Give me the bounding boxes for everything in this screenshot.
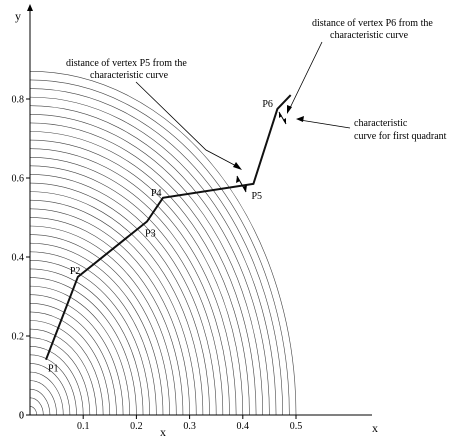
- characteristic-curve: [29, 139, 244, 416]
- characteristic-curve: [29, 242, 164, 416]
- annotation-p5: distance of vertex P5 from the character…: [66, 58, 242, 170]
- characteristic-curve: [29, 79, 290, 416]
- characteristic-curve: [29, 337, 91, 416]
- characteristic-curve: [29, 208, 190, 416]
- characteristic-curve: [29, 294, 124, 416]
- x-tick-label: 0.3: [183, 421, 196, 432]
- annotation-characteristic-line-2: curve for first quadrant: [354, 131, 447, 142]
- characteristic-curve: [29, 165, 224, 416]
- annotation-characteristic-arrowhead: [296, 116, 304, 122]
- characteristic-curve: [29, 388, 51, 416]
- y-axis-arrow: [27, 4, 33, 11]
- annotation-characteristic-line-1: characteristic: [354, 118, 408, 129]
- characteristic-curve: [29, 105, 270, 416]
- distance-mark-p5-head-a: [236, 176, 240, 183]
- distance-mark-p6-head-b: [283, 118, 286, 124]
- annotation-p6: distance of vertex P6 from the character…: [287, 18, 433, 114]
- polygon-line: [45, 94, 292, 361]
- annotation-p5-leader: [135, 81, 241, 169]
- characteristic-curve: [29, 363, 71, 416]
- x-tick-label: 0.2: [130, 421, 143, 432]
- characteristic-curve: [29, 96, 277, 416]
- y-axis-label: y: [15, 9, 21, 23]
- vertex-labels: P1 P2 P3 P4 P5 P6: [48, 99, 273, 375]
- characteristic-curve: [29, 320, 104, 416]
- characteristic-curve: [29, 251, 157, 416]
- annotation-p6-line-1: distance of vertex P6 from the: [312, 18, 433, 29]
- distance-marks: [236, 111, 287, 193]
- x-tick-label: 0.5: [290, 421, 303, 432]
- characteristic-curve: [29, 268, 144, 416]
- annotation-p5-line-2: characteristic curve: [90, 70, 169, 81]
- characteristic-curve: [29, 88, 283, 416]
- y-tick-label: 0: [19, 411, 24, 422]
- characteristic-curve: [29, 285, 131, 416]
- characteristic-curve: [29, 131, 250, 416]
- characteristic-curve: [29, 122, 257, 416]
- distance-mark-p5-head-b: [243, 185, 247, 192]
- annotation-p5-arrowhead: [233, 162, 242, 170]
- characteristic-curve: [29, 225, 177, 416]
- characteristic-curve: [29, 148, 237, 416]
- characteristic-curve: [29, 156, 230, 416]
- characteristic-curve: [29, 174, 217, 416]
- characteristic-curve: [29, 397, 44, 416]
- characteristic-curve: [29, 114, 264, 416]
- distance-mark-p6-head-a: [279, 112, 282, 118]
- characteristic-curves: [29, 71, 297, 416]
- annotation-characteristic: characteristic curve for first quadrant: [296, 116, 447, 142]
- characteristic-curve: [29, 354, 77, 416]
- characteristic-curve: [29, 191, 204, 416]
- vertex-label-p6: P6: [262, 99, 273, 110]
- x-tick-label: 0.1: [77, 421, 90, 432]
- characteristic-curve: [29, 71, 297, 416]
- vertex-label-p3: P3: [145, 228, 156, 239]
- polygon-series: [45, 94, 292, 361]
- x-tick-label: 0.4: [237, 421, 250, 432]
- characteristic-curve: [29, 406, 37, 416]
- annotation-characteristic-leader: [299, 119, 351, 129]
- vertex-label-p5: P5: [251, 191, 262, 202]
- annotation-p6-line-2: characteristic curve: [330, 30, 409, 41]
- y-tick-label: 0.4: [12, 253, 25, 264]
- axes: [27, 4, 372, 416]
- y-tick-label: 0.8: [12, 95, 25, 106]
- y-tick-label: 0.6: [12, 174, 25, 185]
- characteristic-curve: [29, 182, 210, 416]
- vertex-label-p2: P2: [70, 266, 81, 277]
- characteristic-curve: [29, 345, 84, 416]
- vertex-label-p4: P4: [151, 188, 162, 199]
- characteristic-curve: [29, 380, 57, 416]
- annotation-p6-arrowhead: [287, 105, 292, 114]
- characteristic-curve: [29, 371, 64, 416]
- characteristic-curve: [29, 199, 197, 416]
- origin-label: 0: [19, 411, 24, 422]
- characteristic-curve: [29, 311, 111, 416]
- characteristic-curve: [29, 328, 97, 416]
- annotation-p5-line-1: distance of vertex P5 from the: [66, 58, 187, 69]
- ticks: 0.1 0.2 0.3 0.4 0.500.20.40.60.80: [12, 95, 303, 433]
- characteristic-curve: [29, 260, 150, 416]
- characteristic-curve: [29, 303, 117, 416]
- characteristic-curve: [29, 277, 137, 416]
- x-axis-label: x: [160, 425, 166, 439]
- characteristic-curve: [29, 217, 184, 416]
- annotation-p6-leader: [288, 41, 323, 111]
- characteristic-curve: [29, 234, 170, 416]
- y-tick-label: 0.2: [12, 332, 25, 343]
- vertex-label-p1: P1: [48, 364, 59, 375]
- x-axis-label-secondary: x: [372, 421, 378, 435]
